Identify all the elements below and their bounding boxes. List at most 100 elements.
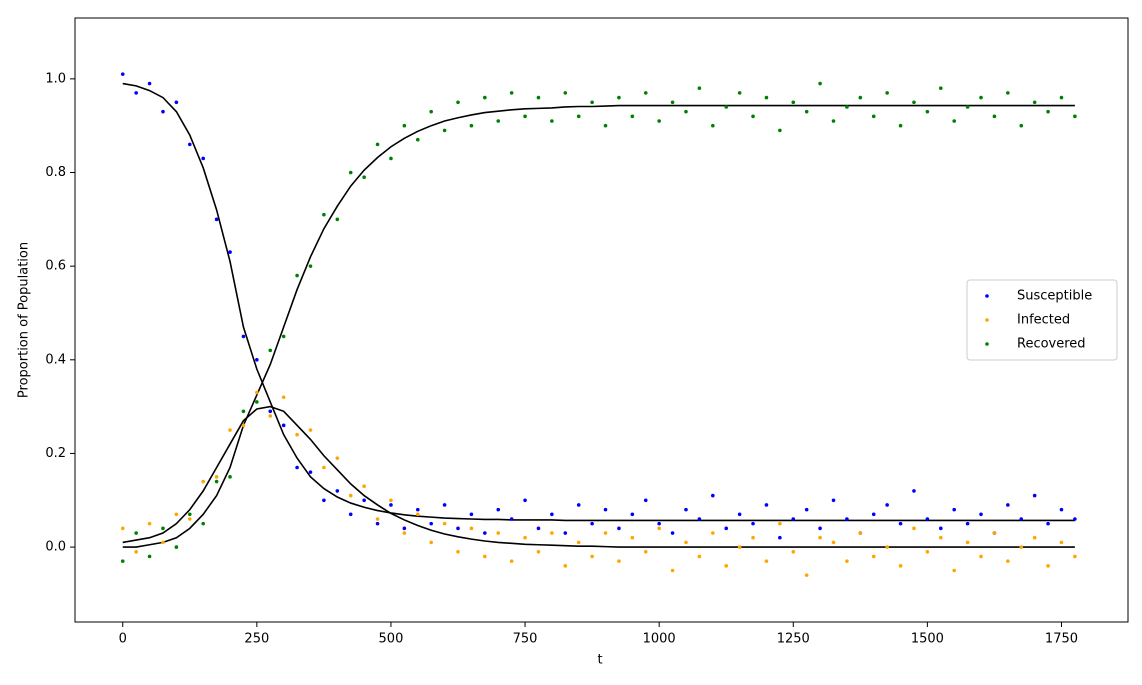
scatter-point xyxy=(1073,114,1077,119)
scatter-point xyxy=(724,105,729,109)
scatter-point xyxy=(1059,507,1064,512)
scatter-point xyxy=(912,526,916,531)
scatter-point xyxy=(737,512,742,517)
scatter-point xyxy=(268,409,273,414)
scatter-point xyxy=(456,526,460,531)
scatter-point xyxy=(617,95,621,100)
scatter-point xyxy=(523,114,527,119)
scatter-point xyxy=(120,526,125,531)
y-tick-label: 0.2 xyxy=(45,446,66,461)
y-tick-label: 0.4 xyxy=(45,352,66,367)
scatter-point xyxy=(456,549,460,554)
scatter-point xyxy=(697,517,702,521)
scatter-point xyxy=(617,559,621,563)
scatter-point xyxy=(228,428,232,432)
scatter-point xyxy=(630,512,635,517)
scatter-point xyxy=(603,531,608,535)
scatter-point xyxy=(764,503,769,507)
scatter-point xyxy=(362,498,366,503)
scatter-point xyxy=(496,531,501,535)
scatter-point xyxy=(1059,95,1064,100)
scatter-point xyxy=(442,521,447,526)
scatter-point xyxy=(912,100,916,105)
scatter-point xyxy=(174,100,179,105)
scatter-point xyxy=(670,568,675,573)
scatter-point xyxy=(1032,535,1037,540)
legend: Susceptible Infected Recovered xyxy=(966,279,1118,361)
scatter-point xyxy=(576,540,581,545)
scatter-point xyxy=(603,507,608,512)
scatter-point xyxy=(751,114,755,119)
scatter-point xyxy=(348,493,353,498)
scatter-point xyxy=(1073,554,1077,559)
x-tick-label: 0 xyxy=(119,632,127,647)
scatter-point xyxy=(389,156,393,161)
scatter-point xyxy=(845,559,849,563)
legend-marker xyxy=(985,294,989,298)
scatter-point xyxy=(523,498,527,503)
scatter-point xyxy=(885,503,889,507)
scatter-point xyxy=(657,119,661,123)
scatter-point xyxy=(187,517,192,521)
x-tick-label: 1250 xyxy=(777,632,810,647)
scatter-point xyxy=(281,334,286,339)
scatter-point xyxy=(1019,545,1024,549)
scatter-point xyxy=(483,531,487,535)
scatter-point xyxy=(201,479,206,484)
scatter-point xyxy=(536,95,541,100)
scatter-point xyxy=(147,521,152,526)
scatter-point xyxy=(174,545,179,549)
x-tick-label: 250 xyxy=(244,632,269,647)
scatter-point xyxy=(898,123,903,128)
scatter-point xyxy=(697,554,702,559)
scatter-point xyxy=(764,559,769,563)
scatter-point xyxy=(643,91,648,95)
x-axis-label: t xyxy=(597,653,602,668)
scatter-point xyxy=(818,526,822,531)
scatter-point xyxy=(684,109,688,114)
scatter-point xyxy=(965,540,970,545)
scatter-point xyxy=(308,264,313,268)
fit-line xyxy=(122,82,1075,522)
scatter-point xyxy=(992,114,997,119)
scatter-point xyxy=(845,517,849,521)
scatter-point xyxy=(925,109,930,114)
scatter-point xyxy=(1006,559,1010,563)
scatter-point xyxy=(684,507,688,512)
scatter-point xyxy=(348,170,353,175)
scatter-point xyxy=(711,493,715,498)
scatter-point xyxy=(536,549,541,554)
scatter-point xyxy=(724,526,729,531)
scatter-point xyxy=(281,423,286,428)
scatter-point xyxy=(885,545,889,549)
y-tick-label: 1.0 xyxy=(45,71,66,86)
scatter-point xyxy=(469,123,474,128)
scatter-point xyxy=(429,521,433,526)
scatter-point xyxy=(818,81,822,86)
scatter-point xyxy=(992,531,997,535)
scatter-point xyxy=(979,554,983,559)
scatter-point xyxy=(161,109,165,114)
scatter-point xyxy=(362,175,366,179)
scatter-point xyxy=(536,526,541,531)
scatter-point xyxy=(241,409,246,414)
scatter-point xyxy=(925,517,930,521)
scatter-point xyxy=(389,498,393,503)
scatter-point xyxy=(375,521,380,526)
scatter-point xyxy=(483,95,487,100)
scatter-point xyxy=(375,517,380,521)
scatter-point xyxy=(161,540,165,545)
y-tick-label: 0.0 xyxy=(45,540,66,555)
scatter-point xyxy=(617,526,621,531)
scatter-point xyxy=(255,400,259,404)
scatter-point xyxy=(402,531,407,535)
scatter-point xyxy=(134,549,138,554)
scatter-point xyxy=(670,531,675,535)
fit-line xyxy=(122,104,1075,548)
scatter-point xyxy=(281,395,286,400)
scatter-point xyxy=(1059,540,1064,545)
scatter-point xyxy=(630,535,635,540)
x-tick-label: 750 xyxy=(513,632,538,647)
scatter-point xyxy=(737,91,742,95)
